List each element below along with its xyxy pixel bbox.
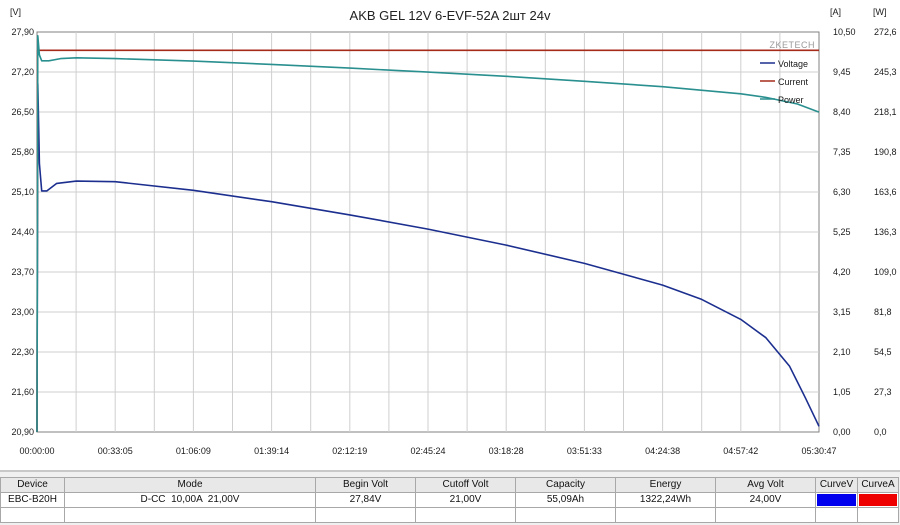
power-tick-label: 27,3 [874, 387, 892, 397]
voltage-axis: 27,90 27,20 26,50 25,80 25,10 24,40 23,70 23,00… [11, 27, 34, 437]
current-tick-label: 6,30 [833, 187, 851, 197]
time-tick-label: 02:12:19 [332, 446, 367, 456]
time-tick-label: 00:00:00 [19, 446, 54, 456]
power-tick-label: 81,8 [874, 307, 892, 317]
voltage-tick-label: 23,00 [11, 307, 34, 317]
summary-table: Device Mode Begin Volt Cutoff Volt Capac… [0, 477, 899, 523]
time-tick-label: 03:51:33 [567, 446, 602, 456]
voltage-tick-label: 26,50 [11, 107, 34, 117]
voltage-tick-label: 27,90 [11, 27, 34, 37]
current-tick-label: 4,20 [833, 267, 851, 277]
power-tick-label: 163,6 [874, 187, 897, 197]
curve-v-swatch[interactable] [815, 492, 858, 508]
voltage-tick-label: 20,90 [11, 427, 34, 437]
table-header-row: Device Mode Begin Volt Cutoff Volt Capac… [0, 477, 899, 493]
time-tick-label: 00:33:05 [98, 446, 133, 456]
capacity-cell: 55,09Ah [515, 492, 616, 508]
curve-v-color [817, 494, 856, 506]
voltage-tick-label: 27,20 [11, 67, 34, 77]
current-tick-label: 7,35 [833, 147, 851, 157]
power-tick-label: 190,8 [874, 147, 897, 157]
time-tick-label: 02:45:24 [410, 446, 445, 456]
current-tick-label: 5,25 [833, 227, 851, 237]
current-tick-label: 3,15 [833, 307, 851, 317]
current-tick-label: 1,05 [833, 387, 851, 397]
header-curve-a: CurveA [857, 477, 899, 493]
power-tick-label: 136,3 [874, 227, 897, 237]
device-cell: EBC-B20H [0, 492, 65, 508]
time-tick-label: 04:57:42 [723, 446, 758, 456]
legend-label-power: Power [778, 95, 804, 105]
mode-cell: D-CC 10,00A 21,00V [64, 492, 316, 508]
current-axis-unit: [A] [830, 7, 841, 17]
header-curve-v: CurveV [815, 477, 858, 493]
current-axis: 10,50 9,45 8,40 7,35 6,30 5,25 4,20 3,15 2,10 1,0… [833, 27, 856, 437]
zketech-watermark: ZKETECH [769, 40, 815, 50]
power-axis: 272,6 245,3 218,1 190,8 163,6 136,3 109,0 81,8 5… [874, 27, 897, 437]
power-tick-label: 272,6 [874, 27, 897, 37]
grid [37, 32, 819, 432]
voltage-tick-label: 22,30 [11, 347, 34, 357]
series-line-voltage [36, 82, 820, 433]
legend: Voltage Current Power [760, 59, 809, 105]
curve-a-swatch[interactable] [857, 492, 899, 508]
voltage-tick-label: 24,40 [11, 227, 34, 237]
time-axis: 00:00:00 00:33:05 01:06:09 01:39:14 02:12:19… [19, 446, 836, 456]
voltage-tick-label: 25,10 [11, 187, 34, 197]
legend-label-current: Current [778, 77, 809, 87]
current-tick-label: 8,40 [833, 107, 851, 117]
power-tick-label: 0,0 [874, 427, 887, 437]
header-capacity: Capacity [515, 477, 616, 493]
current-tick-label: 10,50 [833, 27, 856, 37]
voltage-tick-label: 25,80 [11, 147, 34, 157]
series-line-power [36, 34, 820, 433]
header-device: Device [0, 477, 65, 493]
power-tick-label: 218,1 [874, 107, 897, 117]
cutoff-volt-cell: 21,00V [415, 492, 516, 508]
chart-title: AKB GEL 12V 6-EVF-52A 2шт 24v [350, 8, 551, 23]
power-tick-label: 245,3 [874, 67, 897, 77]
power-tick-label: 54,5 [874, 347, 892, 357]
voltage-tick-label: 21,60 [11, 387, 34, 397]
voltage-tick-label: 23,70 [11, 267, 34, 277]
time-tick-label: 01:06:09 [176, 446, 211, 456]
table-empty-row [0, 507, 899, 523]
header-cutoff-volt: Cutoff Volt [415, 477, 516, 493]
header-avg-volt: Avg Volt [715, 477, 816, 493]
time-tick-label: 04:24:38 [645, 446, 680, 456]
energy-cell: 1322,24Wh [615, 492, 716, 508]
header-mode: Mode [64, 477, 316, 493]
curve-a-color [859, 494, 897, 506]
header-begin-volt: Begin Volt [315, 477, 416, 493]
avg-volt-cell: 24,00V [715, 492, 816, 508]
left-axis-unit: [V] [10, 7, 21, 17]
power-tick-label: 109,0 [874, 267, 897, 277]
summary-panel: Device Mode Begin Volt Cutoff Volt Capac… [0, 470, 900, 525]
begin-volt-cell: 27,84V [315, 492, 416, 508]
series-lines [36, 34, 820, 433]
time-tick-label: 03:18:28 [489, 446, 524, 456]
table-row[interactable]: EBC-B20H D-CC 10,00A 21,00V 27,84V 21,00… [0, 492, 899, 508]
current-tick-label: 0,00 [833, 427, 851, 437]
power-axis-unit: [W] [873, 7, 887, 17]
header-energy: Energy [615, 477, 716, 493]
time-tick-label: 01:39:14 [254, 446, 289, 456]
legend-label-voltage: Voltage [778, 59, 808, 69]
time-tick-label: 05:30:47 [801, 446, 836, 456]
current-tick-label: 2,10 [833, 347, 851, 357]
current-tick-label: 9,45 [833, 67, 851, 77]
discharge-chart: AKB GEL 12V 6-EVF-52A 2шт 24v [V] [A] [W… [10, 7, 897, 456]
